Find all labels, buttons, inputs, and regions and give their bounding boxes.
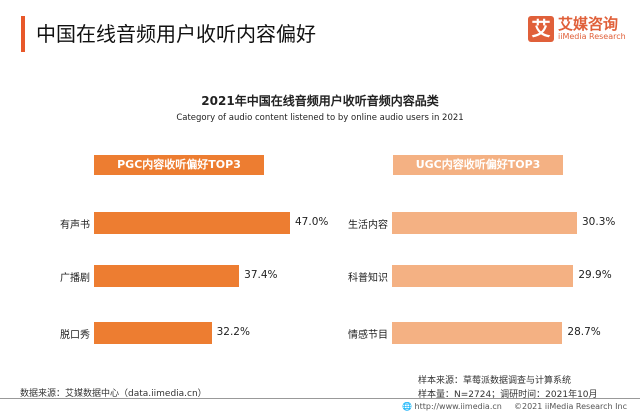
chart-subtitle: Category of audio content listened to by…: [176, 113, 464, 123]
globe-icon: 🌐: [402, 402, 412, 411]
bar: [392, 265, 574, 287]
data-label: 30.3%: [582, 216, 616, 228]
data-label: 37.4%: [244, 269, 278, 281]
logo-mark-icon: 艾: [528, 16, 554, 42]
iimedia-logo: 艾 艾媒咨询 iiMedia Research: [528, 16, 626, 42]
data-label: 32.2%: [216, 326, 250, 338]
bar: [94, 212, 290, 234]
data-label: 47.0%: [295, 216, 329, 228]
category-label: 广播剧: [60, 273, 90, 284]
data-label: 29.9%: [578, 269, 612, 281]
copyright: ©2021 iiMedia Research Inc: [514, 402, 627, 411]
data-source: 数据来源：艾媒数据中心（data.iimedia.cn）: [20, 389, 207, 399]
category-label: 情感节目: [348, 330, 388, 341]
bar: [392, 212, 577, 234]
logo-cn: 艾媒咨询: [558, 15, 619, 33]
bar: [94, 322, 212, 344]
sample-info: 样本量：N=2724；调研时间：2021年10月: [418, 390, 598, 400]
chart-title: 2021年中国在线音频用户收听音频内容品类: [201, 94, 439, 108]
title-accent-bar: [21, 16, 25, 52]
category-label: 科普知识: [348, 273, 388, 284]
data-label: 28.7%: [567, 326, 601, 338]
sample-source: 样本来源：草莓派数据调查与计算系统: [418, 376, 572, 386]
footer-divider: [0, 398, 640, 399]
page-title: 中国在线音频用户收听内容偏好: [36, 22, 316, 46]
bar: [94, 265, 240, 287]
logo-en: iiMedia Research: [558, 32, 626, 41]
bar: [392, 322, 563, 344]
category-label: 有声书: [60, 220, 90, 231]
panel-title: UGC内容收听偏好TOP3: [393, 155, 563, 175]
category-label: 生活内容: [348, 220, 388, 231]
category-label: 脱口秀: [60, 330, 90, 341]
website-link[interactable]: http://www.iimedia.cn: [414, 402, 502, 411]
panel-title: PGC内容收听偏好TOP3: [94, 155, 264, 175]
